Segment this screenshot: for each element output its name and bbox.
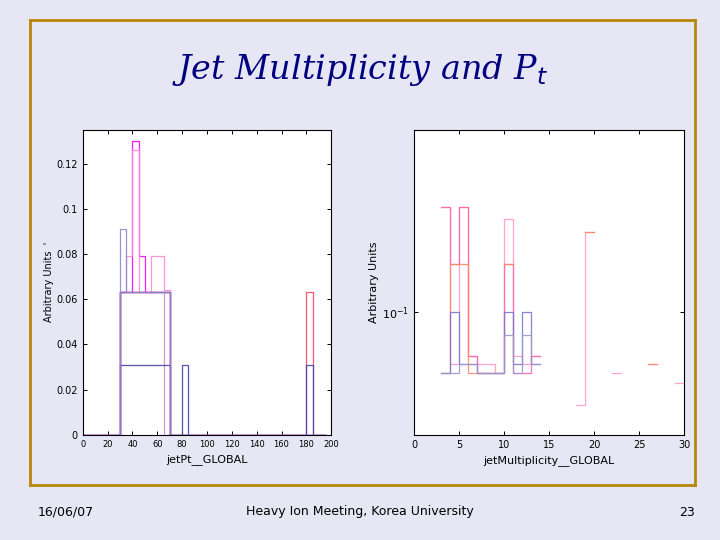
Text: Heavy Ion Meeting, Korea University: Heavy Ion Meeting, Korea University [246, 505, 474, 518]
Y-axis label: Arbitrary Units  ': Arbitrary Units ' [44, 242, 54, 322]
Text: 23: 23 [679, 505, 695, 518]
Y-axis label: Arbitrary Units: Arbitrary Units [369, 241, 379, 323]
X-axis label: jetMultiplicity__GLOBAL: jetMultiplicity__GLOBAL [483, 455, 615, 466]
Text: 16/06/07: 16/06/07 [38, 505, 94, 518]
X-axis label: jetPt__GLOBAL: jetPt__GLOBAL [166, 454, 248, 465]
Text: Jet Multiplicity and P$_t$: Jet Multiplicity and P$_t$ [172, 52, 548, 88]
